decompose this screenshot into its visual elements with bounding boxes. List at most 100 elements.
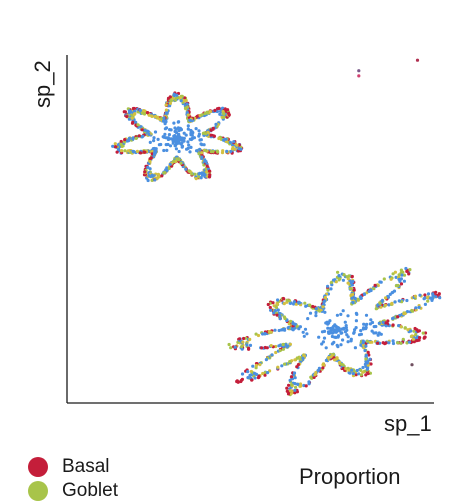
scatter-point xyxy=(301,330,305,334)
scatter-point xyxy=(407,340,412,344)
scatter-point xyxy=(198,147,202,151)
scatter-point xyxy=(115,150,119,154)
scatter-point xyxy=(302,354,306,358)
outlier-point xyxy=(357,69,361,73)
scatter-point xyxy=(228,140,232,145)
scatter-point xyxy=(359,343,363,347)
scatter-point xyxy=(148,159,152,164)
scatter-point xyxy=(289,375,294,379)
scatter-point xyxy=(265,346,269,350)
scatter-point xyxy=(346,281,350,285)
scatter-point xyxy=(211,126,215,130)
scatter-point xyxy=(176,120,180,124)
scatter-point xyxy=(222,138,226,142)
scatter-point xyxy=(407,272,411,276)
scatter-point xyxy=(164,111,168,115)
scatter-point xyxy=(274,305,279,310)
scatter-point xyxy=(327,321,331,325)
scatter-point xyxy=(176,133,180,137)
scatter-point xyxy=(143,170,147,174)
scatter-point xyxy=(281,296,285,301)
scatter-point xyxy=(308,311,313,315)
scatter-point xyxy=(391,323,395,327)
scatter-point xyxy=(335,329,339,333)
scatter-point xyxy=(423,302,427,306)
scatter-point xyxy=(323,295,327,300)
scatter-point xyxy=(174,147,178,151)
scatter-point xyxy=(263,371,267,375)
scatter-point xyxy=(377,331,381,335)
scatter-point xyxy=(154,147,158,151)
scatter-point xyxy=(347,368,351,372)
scatter-point xyxy=(184,167,188,171)
scatter-point xyxy=(404,266,408,271)
scatter-point xyxy=(322,336,327,340)
scatter-point xyxy=(363,348,367,353)
scatter-point xyxy=(173,144,177,148)
scatter-point xyxy=(294,385,298,389)
scatter-point xyxy=(197,129,201,133)
scatter-point xyxy=(411,337,415,341)
scatter-point xyxy=(403,311,407,316)
scatter-point xyxy=(289,319,293,323)
scatter-point xyxy=(289,383,294,387)
scatter-point xyxy=(399,282,404,286)
scatter-point xyxy=(264,358,268,362)
scatter-point xyxy=(314,314,318,318)
scatter-point xyxy=(302,383,306,388)
scatter-point xyxy=(390,301,394,305)
scatter-point xyxy=(364,373,368,377)
scatter-point xyxy=(179,99,183,103)
scatter-point xyxy=(296,382,300,386)
scatter-point xyxy=(233,147,237,151)
scatter-point xyxy=(297,301,302,305)
scatter-point xyxy=(421,331,425,335)
scatter-point xyxy=(162,148,166,153)
scatter-point xyxy=(331,328,336,332)
scatter-point xyxy=(391,316,395,321)
outlier-point xyxy=(415,58,420,62)
scatter-point xyxy=(354,319,358,323)
scatter-point xyxy=(187,143,191,147)
scatter-point xyxy=(266,371,270,375)
scatter-point xyxy=(136,123,140,127)
scatter-point xyxy=(322,300,326,304)
scatter-point xyxy=(218,112,222,116)
scatter-point xyxy=(346,314,350,318)
scatter-point xyxy=(242,336,246,341)
scatter-point xyxy=(270,353,274,357)
scatter-point xyxy=(351,300,355,305)
scatter-point xyxy=(246,370,250,374)
scatter-point xyxy=(285,386,289,390)
scatter-point xyxy=(254,363,258,368)
scatter-point xyxy=(397,324,401,328)
scatter-point xyxy=(185,111,189,115)
scatter-point xyxy=(150,114,154,118)
scatter-point xyxy=(278,348,282,353)
scatter-point xyxy=(378,301,382,305)
scatter-point xyxy=(368,288,373,292)
scatter-point xyxy=(156,137,160,141)
scatter-point xyxy=(415,328,419,332)
scatter-point xyxy=(200,155,204,159)
scatter-point xyxy=(171,96,175,100)
scatter-point xyxy=(286,326,290,330)
scatter-point xyxy=(156,172,160,176)
scatter-point xyxy=(151,174,155,178)
scatter-point xyxy=(437,292,441,296)
scatter-point xyxy=(139,125,143,129)
scatter-point xyxy=(381,320,385,324)
scatter-point xyxy=(328,329,332,334)
scatter-point xyxy=(373,283,377,287)
scatter-point xyxy=(153,130,158,134)
scatter-point xyxy=(179,161,183,165)
scatter-point xyxy=(182,131,186,135)
scatter-point xyxy=(123,149,127,153)
scatter-point xyxy=(351,372,355,376)
scatter-point xyxy=(134,136,138,140)
scatter-point xyxy=(357,372,361,376)
scatter-point xyxy=(341,338,345,342)
scatter-point xyxy=(339,362,343,366)
scatter-point xyxy=(194,127,198,131)
scatter-point xyxy=(146,130,150,134)
